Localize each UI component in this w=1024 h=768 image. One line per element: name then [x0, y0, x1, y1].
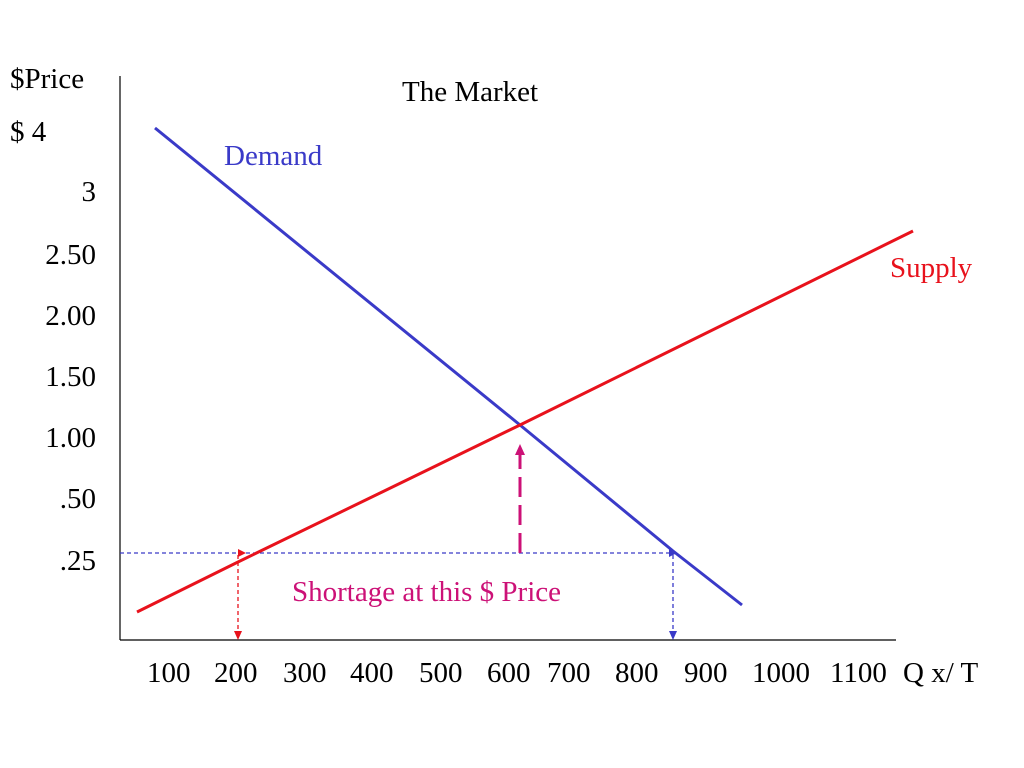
demand-curve: [154, 126, 743, 607]
x-tick-label: 800: [615, 657, 659, 689]
quantity-supplied-arrowhead: [234, 631, 242, 640]
x-tick-label: 700: [547, 657, 591, 689]
y-tick-label: 3: [82, 176, 97, 208]
x-axis-label: Q x/ T: [903, 657, 978, 689]
y-tick-label: 2.50: [45, 239, 96, 271]
x-tick-label: 200: [214, 657, 258, 689]
y-tick-label: $ 4: [10, 116, 47, 148]
x-tick-label: 100: [147, 657, 191, 689]
x-tick-label: 300: [283, 657, 327, 689]
supply-label: Supply: [890, 252, 973, 284]
quantity-demanded-arrowhead: [669, 631, 677, 640]
shortage-arrowhead: [515, 444, 525, 455]
chart-title: The Market: [402, 76, 538, 108]
demand-label: Demand: [224, 140, 323, 172]
y-tick-labels: $ 4 3 2.50 2.00 1.50 1.00 .50 .25: [10, 116, 96, 577]
x-tick-label: 400: [350, 657, 394, 689]
x-tick-label: 600: [487, 657, 531, 689]
y-tick-label: .50: [60, 483, 96, 515]
y-tick-label: 2.00: [45, 300, 96, 332]
shortage-label: Shortage at this $ Price: [292, 576, 561, 608]
price-line-arrowhead-supply: [238, 549, 246, 557]
supply-curve: [136, 229, 914, 614]
y-tick-label: 1.50: [45, 361, 96, 393]
x-tick-label: 500: [419, 657, 463, 689]
x-tick-label: 1100: [830, 657, 887, 689]
x-tick-labels: 100 200 300 400 500 600 700 800 900 1000 1100: [147, 657, 887, 689]
y-tick-label: .25: [60, 545, 96, 577]
y-axis-label: $Price: [10, 63, 84, 95]
x-tick-label: 900: [684, 657, 728, 689]
x-tick-label: 1000: [752, 657, 810, 689]
y-tick-label: 1.00: [45, 422, 96, 454]
